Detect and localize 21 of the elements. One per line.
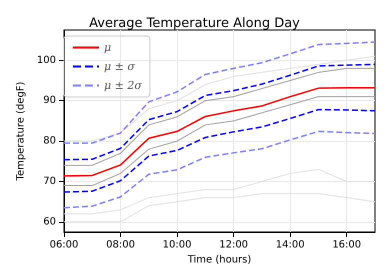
- line-series: [63, 41, 376, 144]
- y-tick-label: 90: [43, 95, 56, 106]
- legend-label: μ: [104, 41, 112, 54]
- legend-label: μ ± σ: [104, 60, 136, 73]
- x-tick-label: 16:00: [332, 240, 362, 250]
- y-tick-label: 70: [43, 176, 56, 187]
- x-tick-label: 12:00: [219, 240, 248, 250]
- y-tick-label: 100: [36, 54, 56, 66]
- line-series: [63, 108, 376, 193]
- x-axis-title: Time (hours): [186, 254, 252, 266]
- x-tick-label: 08:00: [106, 240, 135, 250]
- y-axis-title: Temperature (degF): [16, 81, 26, 182]
- x-tick-label: 06:00: [50, 240, 78, 250]
- legend-label: μ ± 2σ: [104, 79, 142, 92]
- x-tick-label: 10:00: [162, 240, 192, 250]
- line-series: [63, 130, 376, 209]
- line-series: [63, 96, 376, 186]
- y-tick-label: 80: [43, 136, 56, 147]
- chart-title: Average Temperature Along Day: [89, 16, 300, 31]
- x-tick-label: 14:00: [276, 240, 305, 250]
- y-tick-label: 60: [43, 216, 56, 228]
